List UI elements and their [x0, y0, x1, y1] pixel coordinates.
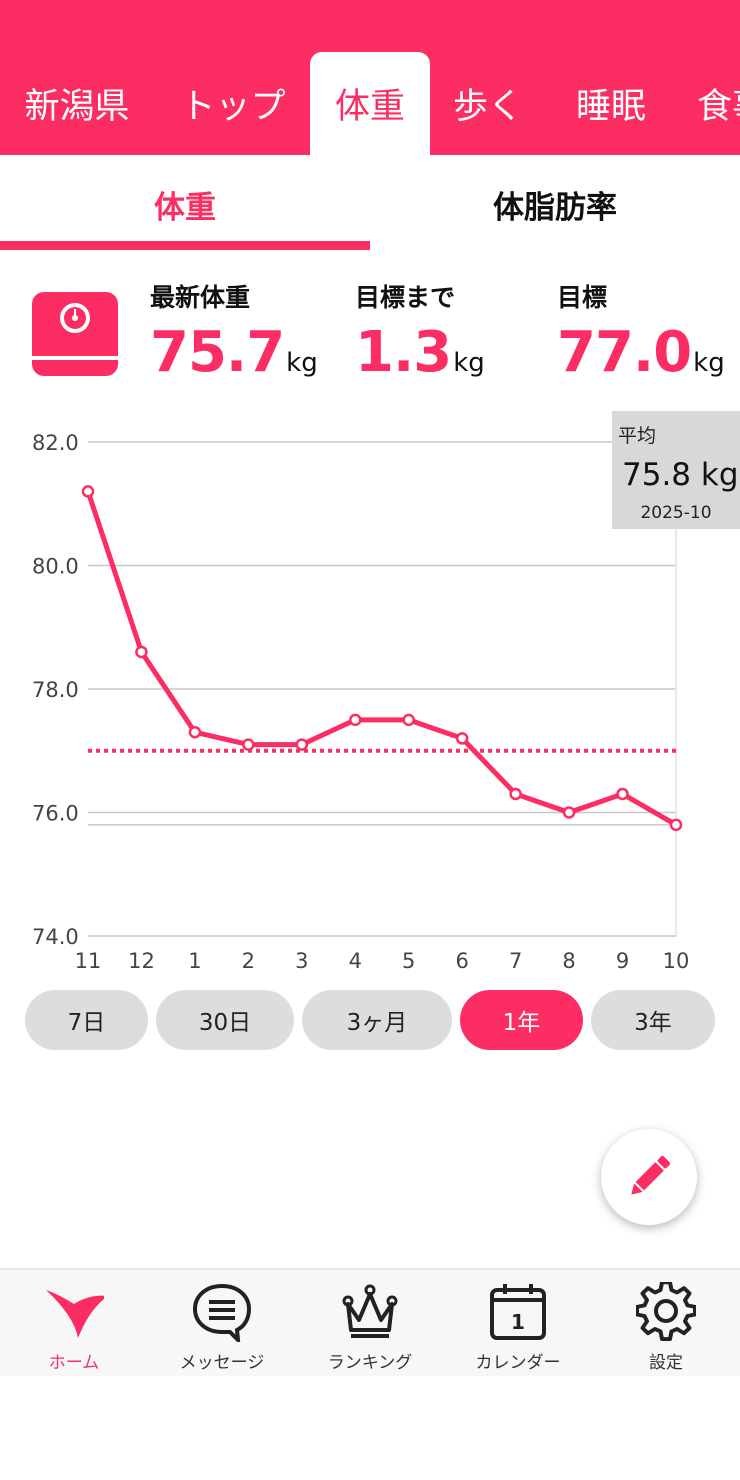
- data-point: [135, 645, 148, 659]
- average-tooltip: 平均 75.8 kg 2025-10: [612, 411, 740, 529]
- period-30-days-button[interactable]: 30日: [156, 990, 294, 1050]
- x-tick-label: 6: [455, 949, 468, 973]
- tab-prefecture[interactable]: 新潟県: [24, 87, 130, 127]
- latest-weight-label: 最新体重: [150, 283, 251, 312]
- calendar-day-number: 1: [511, 1310, 525, 1334]
- bottom-navigation: ホーム メッセージ ランキング 1 カレンダー: [0, 1268, 740, 1376]
- weight-series-line: [85, 488, 679, 828]
- edit-weight-button[interactable]: [601, 1129, 697, 1225]
- tab-meal[interactable]: 食事: [697, 87, 740, 127]
- calendar-icon: 1: [490, 1284, 546, 1340]
- home-icon: [46, 1290, 104, 1338]
- subtab-weight[interactable]: 体重: [154, 189, 216, 226]
- x-tick-label: 7: [509, 949, 522, 973]
- gear-icon: [636, 1282, 696, 1341]
- x-tick-label: 12: [128, 949, 155, 973]
- latest-weight-value: 75.7: [150, 320, 285, 385]
- goal-unit: kg: [693, 348, 725, 378]
- stat-to-goal: 目標まで 1.3kg: [355, 278, 485, 385]
- x-tick-label: 10: [663, 949, 690, 973]
- nav-ranking-label: ランキング: [327, 1353, 413, 1373]
- y-tick-label: 82.0: [32, 431, 79, 455]
- average-number: 75.8: [622, 457, 692, 493]
- average-label: 平均: [618, 425, 657, 447]
- goal-value: 77.0: [557, 320, 692, 385]
- nav-ranking[interactable]: ランキング: [296, 1270, 444, 1376]
- average-date: 2025-10: [640, 503, 712, 523]
- crown-icon: [342, 1284, 398, 1338]
- data-point: [295, 738, 309, 751]
- y-tick-label: 78.0: [32, 678, 79, 702]
- period-7-days-button[interactable]: 7日: [25, 990, 148, 1050]
- tab-walk[interactable]: 歩く: [452, 87, 523, 127]
- tab-weight[interactable]: 体重: [310, 52, 430, 155]
- subtab-indicator: [0, 241, 370, 250]
- nav-settings[interactable]: 設定: [592, 1270, 740, 1376]
- data-point: [616, 787, 629, 801]
- x-tick-label: 2: [242, 949, 255, 973]
- data-point: [669, 818, 683, 832]
- data-point: [242, 738, 255, 751]
- x-tick-label: 3: [295, 949, 308, 973]
- data-point: [402, 713, 415, 727]
- top-tab-bar: 新潟県 トップ 体重 歩く 睡眠 食事: [0, 0, 740, 155]
- average-value: 75.8 kg: [622, 457, 739, 493]
- nav-settings-label: 設定: [649, 1353, 683, 1373]
- x-tick-label: 9: [616, 949, 629, 973]
- period-1-year-button[interactable]: 1年: [460, 990, 583, 1050]
- x-tick-label: 8: [562, 949, 575, 973]
- subtab-body-fat[interactable]: 体脂肪率: [493, 189, 617, 226]
- tab-sleep[interactable]: 睡眠: [575, 87, 646, 127]
- data-point: [562, 806, 576, 819]
- nav-calendar-label: カレンダー: [475, 1353, 561, 1373]
- scale-icon: [32, 292, 118, 376]
- goal-label: 目標: [557, 283, 608, 312]
- average-unit: kg: [700, 457, 739, 493]
- data-point: [81, 485, 95, 498]
- y-tick-label: 80.0: [32, 555, 79, 579]
- to-goal-unit: kg: [453, 348, 485, 378]
- x-tick-label: 1: [188, 949, 201, 973]
- pencil-icon: [631, 1155, 671, 1195]
- to-goal-value: 1.3: [355, 320, 452, 385]
- tab-top[interactable]: トップ: [180, 87, 286, 127]
- period-3-years-button[interactable]: 3年: [591, 990, 715, 1050]
- stat-latest-weight: 最新体重 75.7kg: [150, 278, 318, 385]
- to-goal-label: 目標まで: [355, 283, 456, 312]
- latest-weight-unit: kg: [286, 348, 318, 378]
- nav-messages[interactable]: メッセージ: [148, 1270, 296, 1376]
- data-point: [349, 713, 362, 727]
- data-point: [455, 732, 469, 745]
- x-tick-label: 4: [349, 949, 362, 973]
- data-point: [509, 787, 522, 801]
- nav-home-label: ホーム: [48, 1353, 100, 1373]
- stat-goal: 目標 77.0kg: [557, 278, 725, 385]
- y-tick-label: 76.0: [32, 802, 79, 826]
- message-icon: [192, 1283, 252, 1342]
- nav-home[interactable]: ホーム: [0, 1270, 148, 1376]
- x-tick-label: 11: [75, 949, 102, 973]
- period-3-months-button[interactable]: 3ヶ月: [302, 990, 452, 1050]
- data-point: [188, 725, 202, 739]
- x-tick-label: 5: [402, 949, 415, 973]
- y-tick-label: 74.0: [32, 925, 79, 949]
- nav-messages-label: メッセージ: [179, 1353, 265, 1373]
- sub-tab-bar: 体重 体脂肪率: [0, 155, 740, 253]
- nav-calendar[interactable]: 1 カレンダー: [444, 1270, 592, 1376]
